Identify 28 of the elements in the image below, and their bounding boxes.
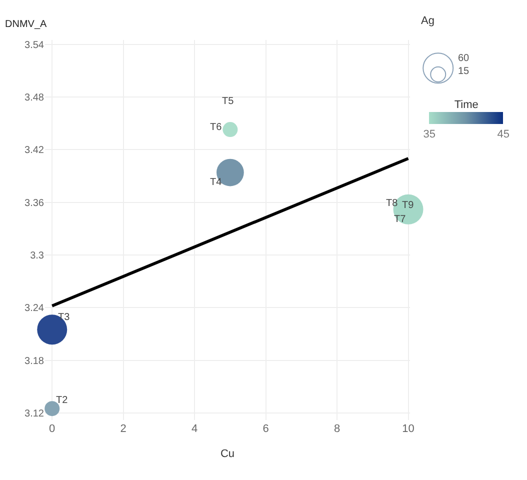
y-tick-label: 3.18 bbox=[24, 356, 44, 367]
annotation: T8 bbox=[386, 198, 398, 209]
legend-label: 60 bbox=[458, 53, 470, 64]
legend-label: 15 bbox=[458, 66, 470, 77]
annotation: T6 bbox=[210, 122, 222, 133]
y-tick-label: 3.54 bbox=[24, 40, 44, 51]
color-bar-label: 35 bbox=[423, 128, 436, 141]
y-tick-label: 3.24 bbox=[24, 303, 44, 314]
legend-title: Ag bbox=[421, 15, 434, 27]
y-tick-label: 3.3 bbox=[30, 250, 44, 262]
x-axis-title: Cu bbox=[220, 448, 235, 460]
annotation: T2 bbox=[56, 395, 68, 406]
y-tick-label: 3.42 bbox=[24, 145, 44, 156]
x-tick-label: 6 bbox=[262, 423, 269, 435]
y-axis-title: DNMV_A bbox=[5, 19, 48, 30]
color-bar-title: Time bbox=[454, 99, 478, 112]
color-bar-label: 45 bbox=[497, 128, 510, 141]
x-tick-label: 2 bbox=[120, 423, 126, 435]
annotation: T5 bbox=[222, 96, 234, 107]
x-tick-label: 8 bbox=[334, 423, 340, 435]
y-tick-label: 3.36 bbox=[24, 198, 44, 209]
y-tick-label: 3.48 bbox=[24, 92, 44, 104]
annotation: T4 bbox=[210, 177, 222, 188]
x-tick-label: 0 bbox=[49, 423, 56, 435]
y-tick-label: 3.12 bbox=[24, 408, 44, 420]
x-tick-label: 10 bbox=[402, 423, 414, 435]
annotation: T9 bbox=[402, 200, 414, 211]
x-tick-label: 4 bbox=[192, 423, 198, 435]
